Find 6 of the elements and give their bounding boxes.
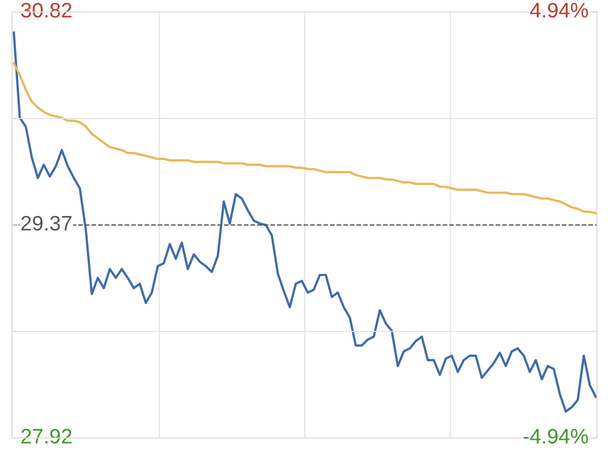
line-series [12, 62, 597, 214]
y2-tick-label: -4.94% [524, 428, 588, 444]
y-tick-label: 30.82 [21, 2, 72, 18]
line-series [12, 31, 597, 413]
y-tick-label: 29.37 [21, 216, 72, 231]
y2-tick-label: 4.94% [530, 2, 588, 18]
